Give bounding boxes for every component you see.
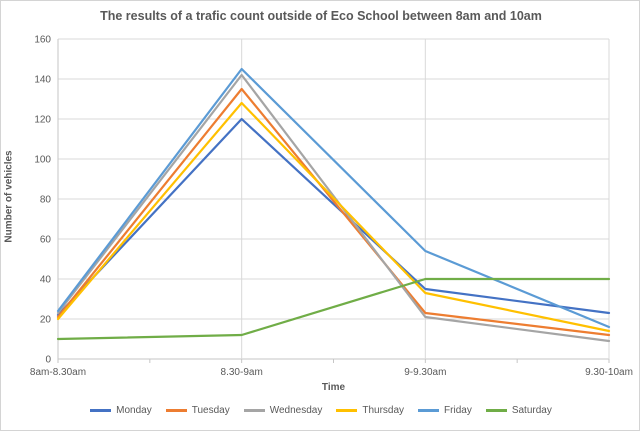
y-tick-label: 40 <box>40 275 52 286</box>
y-tick-label: 100 <box>34 155 51 166</box>
x-tick-label: 9.30-10am <box>585 367 633 378</box>
y-axis-title: Number of vehicles <box>3 150 15 243</box>
y-tick-label: 80 <box>40 195 52 206</box>
series-line-wednesday <box>56 73 611 343</box>
series-line-saturday <box>56 277 611 341</box>
y-tick-label: 60 <box>40 235 52 246</box>
series-line-friday <box>56 67 611 329</box>
legend-line-swatch <box>90 409 112 412</box>
legend-label: Saturday <box>511 405 552 416</box>
legend-label: Monday <box>116 405 152 416</box>
x-axis-title: Time <box>321 382 346 393</box>
x-tick-label: 8.30-9am <box>221 367 263 378</box>
series-line-thursday <box>56 101 611 333</box>
legend-line-swatch <box>485 409 507 412</box>
legend: Monday Tuesday Wednesday Thursday Friday Satu… <box>1 405 639 416</box>
legend-label: Wednesday <box>269 405 323 416</box>
chart-title: The results of a trafic count outside of… <box>100 9 542 23</box>
series-line-monday <box>56 117 611 317</box>
y-tick-label: 140 <box>34 75 51 86</box>
legend-label: Thursday <box>362 405 405 416</box>
legend-item-monday: Monday <box>90 405 152 416</box>
x-tick-label: 9-9.30am <box>404 367 446 378</box>
y-tick-label: 160 <box>34 35 51 46</box>
legend-label: Tuesday <box>191 405 230 416</box>
x-tick-label: 8am-8.30am <box>30 367 86 378</box>
y-tick-label: 120 <box>34 115 51 126</box>
series-line-tuesday <box>56 87 611 337</box>
legend-line-swatch <box>165 409 187 412</box>
legend-label: Friday <box>444 405 472 416</box>
legend-item-tuesday: Tuesday <box>165 405 230 416</box>
y-tick-label: 0 <box>45 355 51 366</box>
legend-item-saturday: Saturday <box>485 405 552 416</box>
legend-item-friday: Friday <box>418 405 472 416</box>
legend-item-wednesday: Wednesday <box>243 405 323 416</box>
legend-item-thursday: Thursday <box>336 405 404 416</box>
legend-line-swatch <box>243 409 265 412</box>
legend-line-swatch <box>336 409 358 412</box>
legend-line-swatch <box>418 409 440 412</box>
y-tick-label: 20 <box>40 315 52 326</box>
